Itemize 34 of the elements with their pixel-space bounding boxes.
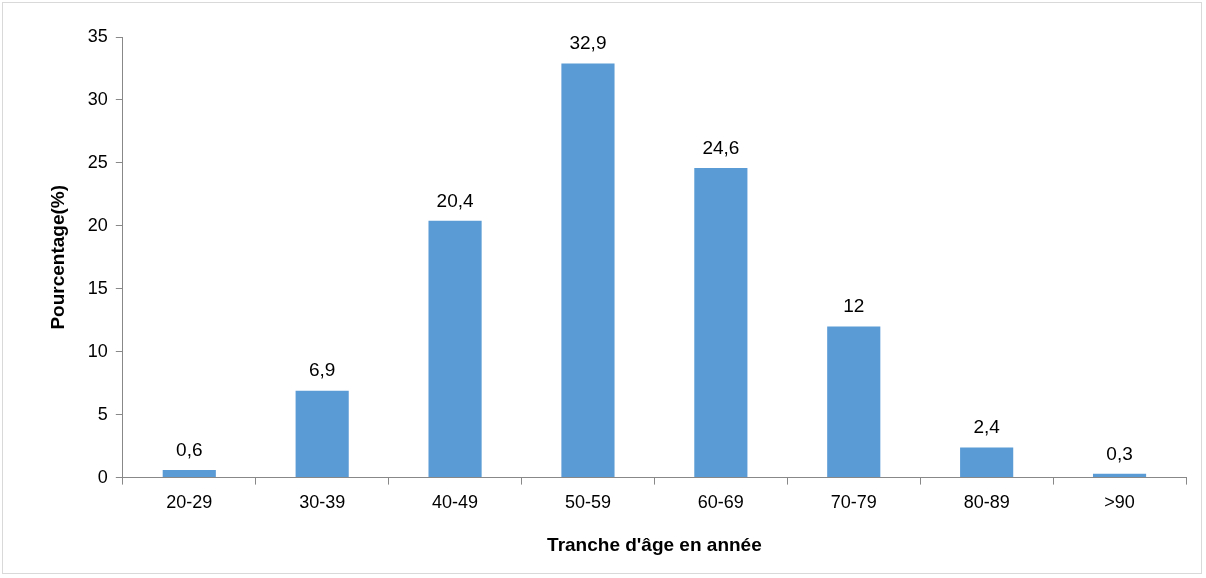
- bar: [960, 447, 1014, 478]
- bar: [162, 470, 216, 478]
- data-label: 24,6: [702, 136, 740, 158]
- x-tick-label: 30-39: [299, 492, 346, 513]
- data-label: 12: [843, 295, 865, 317]
- x-tick-label: 70-79: [830, 492, 877, 513]
- y-tick-label: 20: [87, 214, 108, 235]
- data-label: 2,4: [973, 416, 1001, 438]
- y-tick-label: 10: [87, 340, 108, 361]
- y-axis-title: Pourcentage(%): [46, 184, 68, 330]
- y-tick-label: 5: [97, 403, 108, 424]
- data-label: 6,9: [308, 359, 336, 381]
- x-tick-label: >90: [1104, 492, 1135, 513]
- y-tick-label: 0: [97, 466, 108, 487]
- data-label: 32,9: [569, 32, 607, 54]
- y-tick-label: 25: [87, 151, 108, 172]
- bar: [827, 326, 881, 478]
- y-tick-label: 35: [87, 25, 108, 46]
- x-tick-label: 20-29: [166, 492, 213, 513]
- x-axis-title: Tranche d'âge en année: [547, 533, 762, 555]
- x-tick-label: 50-59: [564, 492, 611, 513]
- bar: [428, 220, 482, 478]
- bar: [694, 167, 748, 478]
- y-tick-label: 15: [87, 277, 108, 298]
- bar: [1092, 473, 1147, 478]
- x-tick-label: 60-69: [697, 492, 744, 513]
- y-tick-label: 30: [87, 88, 108, 109]
- bar: [295, 390, 349, 478]
- x-tick-label: 80-89: [963, 492, 1010, 513]
- data-label: 0,3: [1106, 442, 1133, 464]
- data-label: 20,4: [436, 189, 474, 211]
- bar: [561, 63, 615, 478]
- data-label: 0,6: [176, 438, 203, 460]
- x-tick-label: 40-49: [432, 492, 479, 513]
